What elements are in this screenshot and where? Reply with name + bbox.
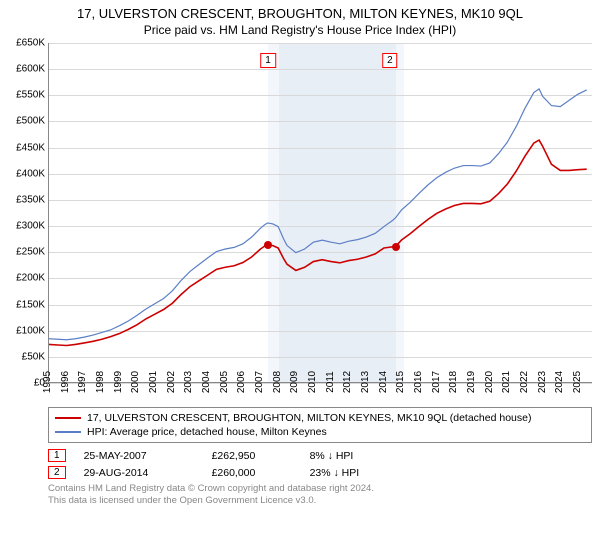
- sale-row-badge: 2: [48, 466, 66, 479]
- legend-item: 17, ULVERSTON CRESCENT, BROUGHTON, MILTO…: [55, 411, 585, 425]
- y-axis-tick-label: £100K: [16, 325, 49, 336]
- sale-delta: 8% ↓ HPI: [310, 450, 354, 462]
- legend-swatch: [55, 431, 81, 433]
- sale-row-badge: 1: [48, 449, 66, 462]
- footer-line-2: This data is licensed under the Open Gov…: [48, 495, 592, 507]
- y-axis-tick-label: £600K: [16, 64, 49, 75]
- sale-marker: [392, 243, 400, 251]
- sale-date: 25-MAY-2007: [84, 450, 194, 462]
- sale-label-badge: 2: [382, 53, 398, 68]
- y-axis-tick-label: £400K: [16, 168, 49, 179]
- legend-item: HPI: Average price, detached house, Milt…: [55, 425, 585, 439]
- y-axis-tick-label: £350K: [16, 194, 49, 205]
- y-axis-tick-label: £450K: [16, 142, 49, 153]
- chart-subtitle: Price paid vs. HM Land Registry's House …: [0, 21, 600, 43]
- legend-label: 17, ULVERSTON CRESCENT, BROUGHTON, MILTO…: [87, 412, 531, 424]
- y-axis-tick-label: £250K: [16, 247, 49, 258]
- sale-price: £260,000: [212, 467, 292, 479]
- y-axis-tick-label: £50K: [22, 351, 49, 362]
- sale-row: 1 25-MAY-2007 £262,950 8% ↓ HPI: [48, 447, 592, 464]
- sales-table: 1 25-MAY-2007 £262,950 8% ↓ HPI 2 29-AUG-2014…: [48, 447, 592, 481]
- chart-container: 17, ULVERSTON CRESCENT, BROUGHTON, MILTO…: [0, 0, 600, 560]
- sale-price: £262,950: [212, 450, 292, 462]
- y-axis-tick-label: £500K: [16, 116, 49, 127]
- footer-attribution: Contains HM Land Registry data © Crown c…: [48, 483, 592, 507]
- chart-lines: [49, 43, 592, 382]
- chart-title: 17, ULVERSTON CRESCENT, BROUGHTON, MILTO…: [0, 0, 600, 21]
- legend-swatch: [55, 417, 81, 419]
- series-hpi: [49, 89, 587, 340]
- legend-label: HPI: Average price, detached house, Milt…: [87, 426, 327, 438]
- footer-line-1: Contains HM Land Registry data © Crown c…: [48, 483, 592, 495]
- chart-plot-area: £0£50K£100K£150K£200K£250K£300K£350K£400…: [48, 43, 592, 383]
- sale-date: 29-AUG-2014: [84, 467, 194, 479]
- sale-row: 2 29-AUG-2014 £260,000 23% ↓ HPI: [48, 464, 592, 481]
- legend: 17, ULVERSTON CRESCENT, BROUGHTON, MILTO…: [48, 407, 592, 443]
- sale-marker: [264, 241, 272, 249]
- y-axis-tick-label: £300K: [16, 221, 49, 232]
- sale-label-badge: 1: [260, 53, 276, 68]
- y-axis-tick-label: £550K: [16, 90, 49, 101]
- y-axis-tick-label: £150K: [16, 299, 49, 310]
- y-axis-tick-label: £650K: [16, 38, 49, 49]
- sale-delta: 23% ↓ HPI: [310, 467, 360, 479]
- y-axis-tick-label: £200K: [16, 273, 49, 284]
- series-property: [49, 140, 587, 345]
